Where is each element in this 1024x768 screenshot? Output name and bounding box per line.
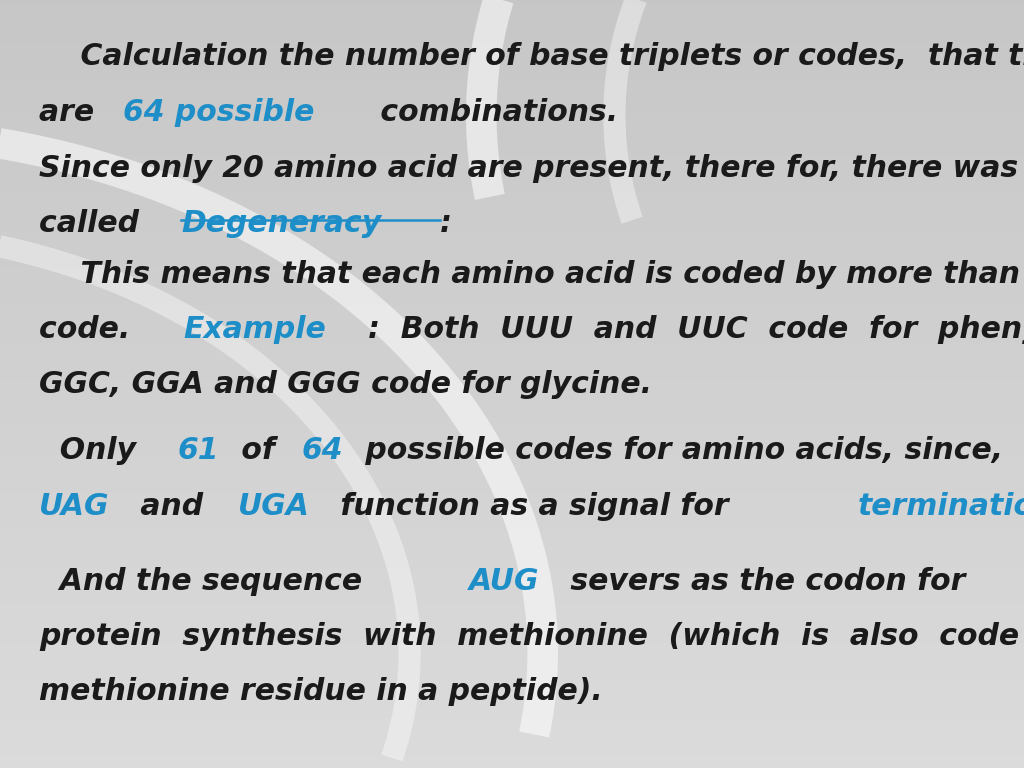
Text: possible codes for amino acids, since,: possible codes for amino acids, since,	[354, 436, 1024, 465]
Text: UGA: UGA	[238, 492, 309, 521]
Text: combinations.: combinations.	[371, 98, 618, 127]
Text: Example: Example	[183, 315, 327, 344]
Text: UAG: UAG	[39, 492, 110, 521]
Text: :: :	[439, 209, 452, 238]
Text: of: of	[231, 436, 286, 465]
Text: Degeneracy: Degeneracy	[181, 209, 382, 238]
Text: Since only 20 amino acid are present, there for, there was what: Since only 20 amino acid are present, th…	[39, 154, 1024, 183]
Text: AUG: AUG	[469, 567, 540, 596]
Text: 64: 64	[301, 436, 343, 465]
Text: methionine residue in a peptide).: methionine residue in a peptide).	[39, 677, 603, 707]
Text: called: called	[39, 209, 150, 238]
Text: Calculation the number of base triplets or codes,  that there: Calculation the number of base triplets …	[39, 42, 1024, 71]
Text: :  Both  UUU  and  UUC  code  for  phenylalanine.: : Both UUU and UUC code for phenylalanin…	[368, 315, 1024, 344]
Text: 61: 61	[177, 436, 219, 465]
Text: termination: termination	[858, 492, 1024, 521]
Text: and: and	[130, 492, 213, 521]
Text: GGC, GGA and GGG code for glycine.: GGC, GGA and GGG code for glycine.	[39, 370, 652, 399]
Text: This means that each amino acid is coded by more than one: This means that each amino acid is coded…	[39, 260, 1024, 289]
Text: And the sequence: And the sequence	[39, 567, 373, 596]
Text: code.: code.	[39, 315, 151, 344]
Text: 64 possible: 64 possible	[124, 98, 314, 127]
Text: are: are	[39, 98, 104, 127]
Text: severs as the codon for: severs as the codon for	[560, 567, 976, 596]
Text: protein  synthesis  with  methionine  (which  is  also  code  for: protein synthesis with methionine (which…	[39, 622, 1024, 651]
Text: function as a signal for: function as a signal for	[331, 492, 739, 521]
Text: Only: Only	[39, 436, 146, 465]
